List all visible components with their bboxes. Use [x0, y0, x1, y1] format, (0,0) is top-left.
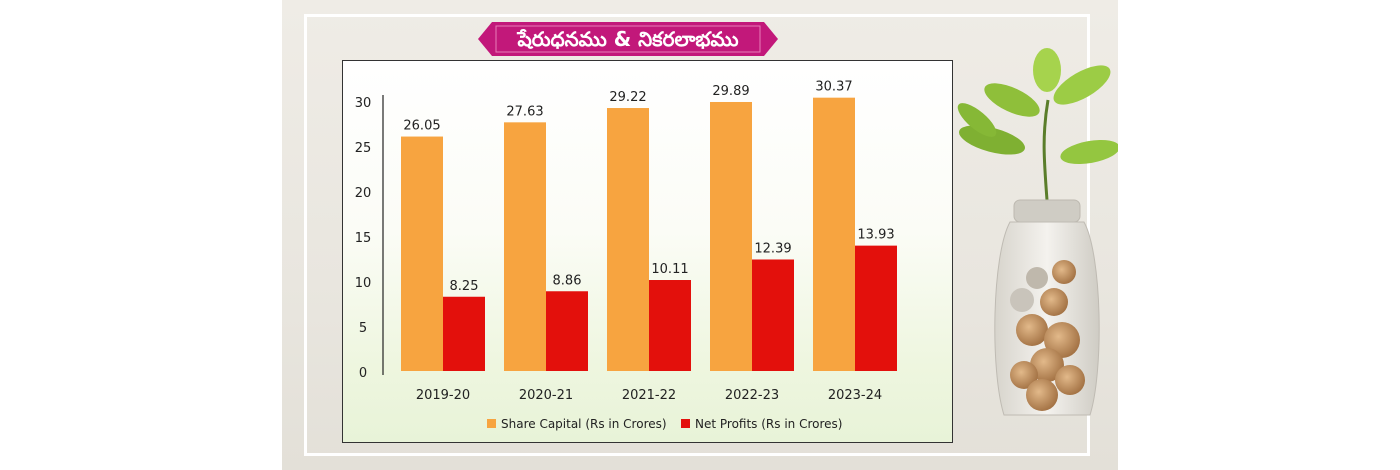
legend-label: Share Capital (Rs in Crores) [501, 417, 667, 431]
data-label: 10.11 [651, 262, 688, 277]
chart-title: షేరుధనము & నికరలాభము [517, 27, 739, 51]
data-label: 30.37 [815, 80, 852, 95]
bar [813, 97, 855, 372]
bar [504, 122, 546, 371]
legend-swatch [681, 419, 690, 428]
y-tick-label: 30 [355, 96, 372, 111]
data-label: 26.05 [403, 119, 440, 134]
x-tick-label: 2023-24 [828, 388, 882, 403]
bar [855, 245, 897, 371]
y-tick-label: 0 [359, 366, 367, 381]
data-label: 29.89 [712, 84, 749, 99]
legend: Share Capital (Rs in Crores) Net Profits … [487, 417, 842, 431]
legend-label: Net Profits (Rs in Crores) [695, 417, 842, 431]
data-label: 27.63 [506, 104, 543, 119]
data-label: 8.25 [450, 279, 479, 294]
bar [443, 296, 485, 371]
coin-jar-icon [994, 199, 1100, 416]
plant-jar-illustration [957, 48, 1118, 416]
y-tick-label: 25 [355, 141, 372, 156]
bar [752, 259, 794, 371]
x-tick-label: 2019-20 [416, 388, 470, 403]
y-tick-label: 5 [359, 321, 367, 336]
right-margin [1118, 0, 1400, 470]
data-label: 8.86 [553, 273, 582, 288]
bars [401, 97, 897, 372]
y-tick-label: 20 [355, 186, 372, 201]
data-label: 29.22 [609, 90, 646, 105]
poster: షేరుధనము & నికరలాభము 0 5 10 15 20 25 30 26.05 8… [282, 0, 1118, 470]
legend-swatch [487, 419, 496, 428]
bar [649, 280, 691, 371]
data-labels: 26.05 8.25 27.63 8.86 29.22 10.11 29.89 12.39 30… [403, 80, 894, 294]
x-tick-label: 2021-22 [622, 388, 676, 403]
x-axis: 2019-20 2020-21 2021-22 2022-23 2023-24 [416, 388, 882, 403]
bar [710, 101, 752, 372]
x-tick-label: 2020-21 [519, 388, 573, 403]
title-banner: షేరుధనము & నికరలాభము [478, 20, 778, 58]
y-tick-label: 15 [355, 231, 372, 246]
bar [607, 108, 649, 371]
bar [401, 136, 443, 371]
banner-ribbon-shape [478, 22, 778, 56]
x-tick-label: 2022-23 [725, 388, 779, 403]
data-label: 13.93 [857, 228, 894, 243]
y-tick-label: 10 [355, 276, 372, 291]
chart-panel: 0 5 10 15 20 25 30 26.05 8.25 27.63 8.86 29.22 10.1… [342, 60, 953, 443]
leaf-icon [957, 48, 1118, 201]
y-axis: 0 5 10 15 20 25 30 [355, 95, 384, 381]
bar-chart: 0 5 10 15 20 25 30 26.05 8.25 27.63 8.86 29.22 10.1… [355, 80, 897, 431]
left-margin [0, 0, 282, 470]
bar [546, 291, 588, 371]
data-label: 12.39 [754, 241, 791, 256]
